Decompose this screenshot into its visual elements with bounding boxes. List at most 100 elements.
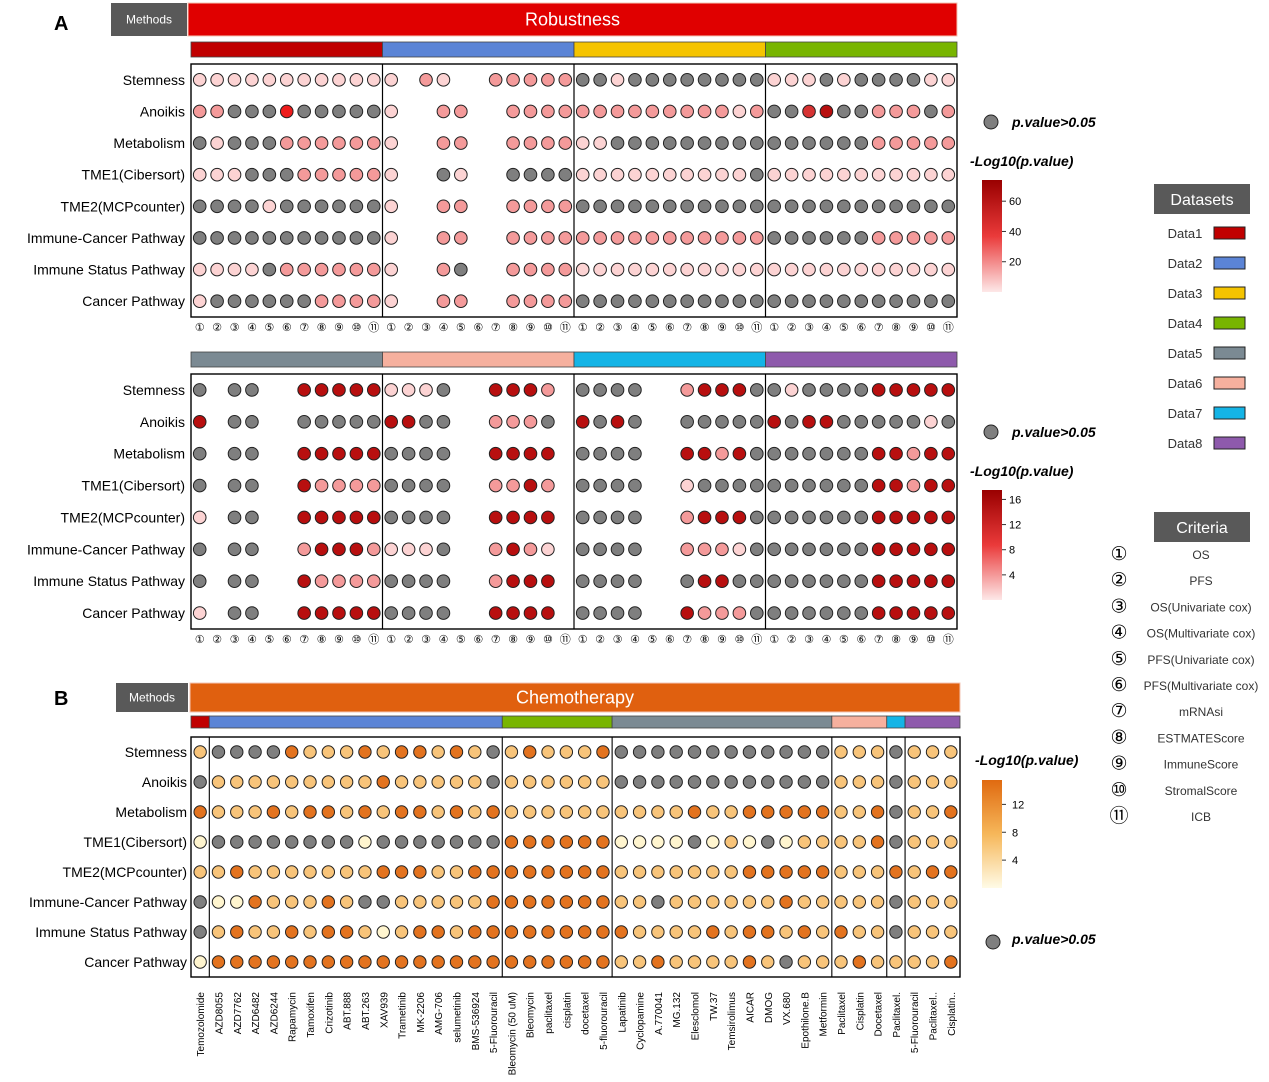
dot — [436, 104, 451, 119]
criteria-legend-title: Criteria — [1176, 520, 1228, 537]
criteria-number: ③ — [230, 633, 240, 646]
dot — [749, 294, 764, 308]
criteria-legend-number: ③ — [1110, 595, 1127, 617]
dot — [802, 383, 816, 397]
dot — [436, 478, 451, 493]
chemo-dot — [266, 835, 281, 849]
dot — [784, 478, 799, 493]
chemo-dot — [761, 775, 775, 789]
dot — [262, 294, 277, 308]
dot — [732, 542, 747, 557]
dot — [419, 446, 433, 461]
dot — [906, 104, 921, 119]
chemo-dot — [376, 895, 390, 909]
dot — [436, 136, 451, 150]
dataset-legend-label: Data4 — [1168, 316, 1203, 331]
dot — [784, 415, 799, 429]
dot — [645, 262, 660, 277]
dot — [854, 167, 869, 182]
dot — [889, 415, 903, 429]
chemo-dot — [706, 805, 720, 819]
dot — [384, 574, 399, 588]
dot — [366, 199, 381, 214]
criteria-number: ⑥ — [665, 321, 675, 334]
dot — [384, 606, 399, 620]
dot — [541, 574, 555, 588]
chemo-dot — [632, 865, 647, 879]
chemo-dot — [761, 955, 775, 969]
dot — [715, 542, 729, 557]
chemo-dot — [523, 775, 537, 789]
dot — [749, 446, 764, 461]
chemo-dot — [614, 775, 628, 789]
criteria-number: ⑤ — [647, 321, 657, 334]
dot — [837, 478, 851, 493]
dot — [349, 510, 364, 525]
dot — [889, 510, 903, 525]
chemo-dot — [815, 775, 830, 789]
chemo-dot — [486, 955, 500, 969]
dot — [819, 446, 834, 461]
chemo-dot — [632, 895, 647, 909]
dot — [732, 294, 747, 308]
dataset-legend-swatch — [1213, 256, 1246, 270]
drug-label: A.770041 — [654, 992, 665, 1035]
dot — [575, 294, 590, 308]
chemo-dot — [339, 895, 354, 909]
dot — [854, 199, 869, 214]
dot — [523, 574, 538, 588]
chemo-dot — [211, 775, 226, 789]
dot — [523, 510, 538, 525]
chemo-dot — [303, 865, 317, 879]
drug-label: XAV939 — [379, 992, 390, 1028]
dot — [593, 136, 607, 150]
dot — [871, 294, 886, 308]
dot — [332, 383, 346, 397]
dot — [628, 167, 642, 182]
dot — [732, 104, 747, 119]
dot — [819, 104, 834, 119]
dot — [279, 231, 294, 245]
dot — [332, 231, 346, 245]
dot — [628, 231, 642, 245]
dot — [227, 167, 242, 182]
dot — [645, 294, 660, 308]
dot — [802, 294, 816, 308]
drug-label: Lapatinib — [617, 992, 628, 1033]
dot — [854, 415, 869, 429]
dot — [384, 294, 399, 308]
dot — [192, 262, 207, 277]
chemo-dot — [687, 805, 702, 819]
dot — [662, 231, 677, 245]
chemo-dot — [834, 925, 848, 939]
chemo-dot — [303, 925, 317, 939]
dot — [366, 294, 381, 308]
dot — [610, 231, 625, 245]
criteria-number: ⑩ — [351, 321, 361, 334]
chemo-dot — [651, 835, 665, 849]
row-label: Anoikis — [140, 103, 185, 119]
dot — [419, 478, 433, 493]
dot — [645, 231, 660, 245]
dot — [802, 446, 816, 461]
dot — [314, 510, 329, 525]
drug-label: Cisplatin — [855, 992, 866, 1030]
dot — [837, 415, 851, 429]
chemo-dot — [779, 805, 793, 819]
chemo-dot — [468, 835, 482, 849]
dot — [349, 383, 364, 397]
chemo-dot — [724, 895, 738, 909]
criteria-legend-number: ⑦ — [1110, 700, 1127, 722]
dot — [436, 446, 451, 461]
chemo-dot — [870, 805, 885, 819]
chemo-dot — [724, 865, 738, 879]
dot — [401, 510, 416, 525]
dot — [889, 478, 903, 493]
chemo-dot — [413, 775, 427, 789]
dot — [541, 606, 555, 620]
dot — [349, 542, 364, 557]
criteria-number: ⑪ — [751, 321, 762, 334]
chemo-dot — [285, 835, 299, 849]
dot — [715, 262, 729, 277]
dot — [245, 73, 259, 87]
